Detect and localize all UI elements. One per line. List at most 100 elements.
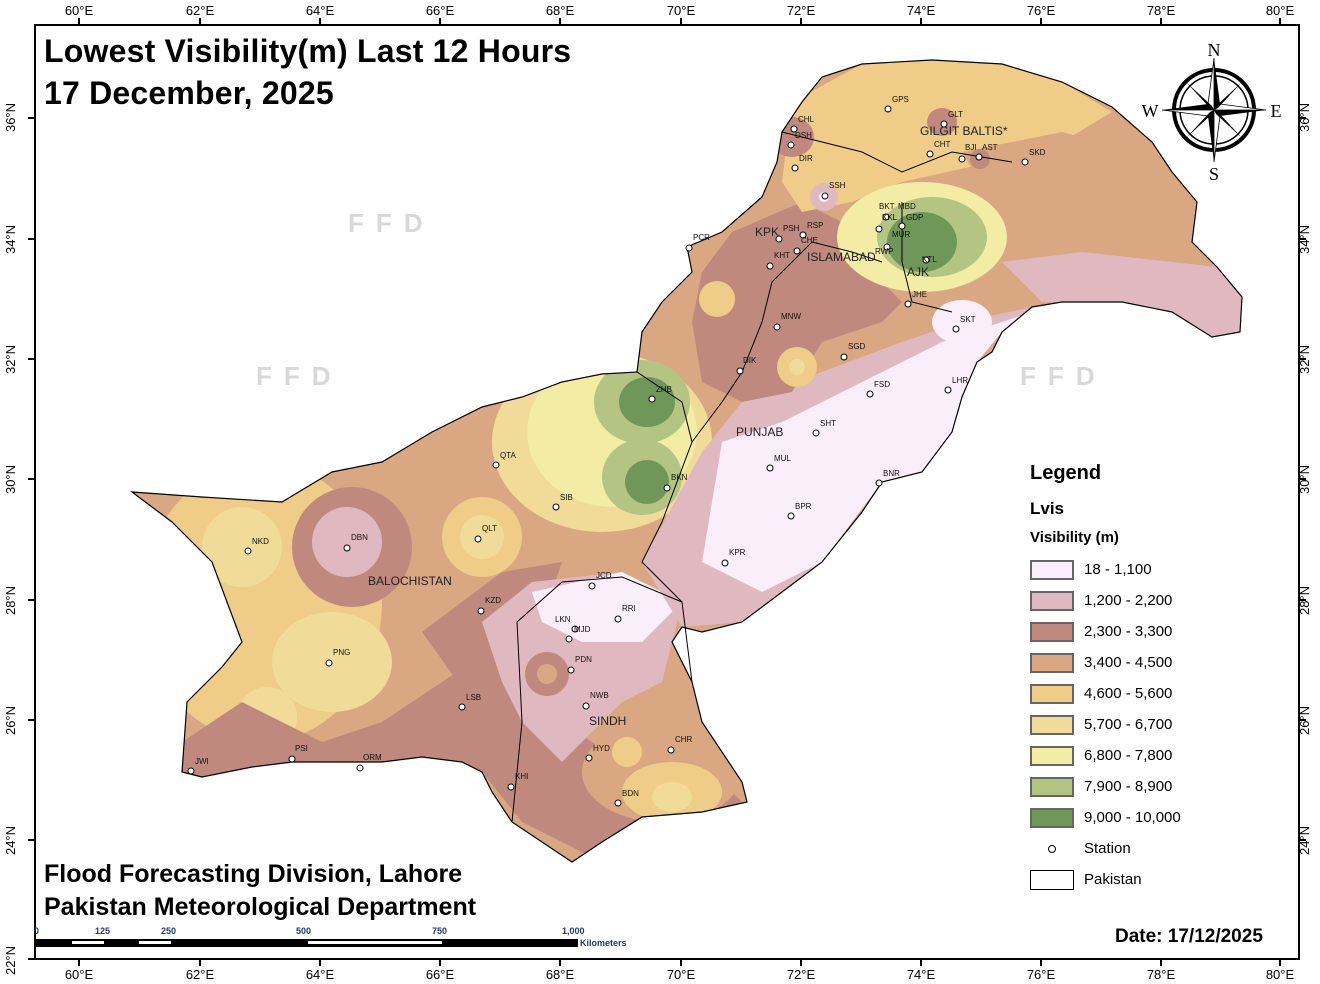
svg-text:MJD: MJD: [574, 625, 591, 634]
station-labels: CHL DSH DIR GPS GLT CHT BJI AST SKD SSH …: [195, 95, 1046, 798]
svg-text:QLT: QLT: [482, 524, 497, 533]
station-symbol-icon: [1030, 844, 1074, 853]
lon-tick: 60°E: [64, 3, 94, 18]
lon-tick: 72°E: [786, 967, 816, 982]
legend-swatch: [1030, 807, 1074, 828]
svg-text:NKD: NKD: [252, 537, 269, 546]
scale-bar: 0 125 250 500 750 1,000 Kilometers: [34, 926, 627, 948]
svg-text:SKT: SKT: [960, 315, 976, 324]
legend-station: Station: [1030, 833, 1290, 864]
svg-text:PSH: PSH: [783, 224, 800, 233]
legend-swatch: [1030, 590, 1074, 611]
svg-text:CHE: CHE: [801, 236, 818, 245]
map-frame: CHL DSH DIR GPS GLT CHT BJI AST SKD SSH …: [34, 24, 1300, 960]
svg-text:MNW: MNW: [781, 312, 801, 321]
credit-line-2: Pakistan Meteorological Department: [44, 893, 477, 921]
svg-text:MUL: MUL: [774, 454, 791, 463]
lat-tick: 36°N: [3, 102, 19, 133]
lon-tick: 70°E: [666, 967, 696, 982]
lon-tick: 62°E: [185, 967, 215, 982]
lon-tick: 66°E: [425, 967, 455, 982]
svg-text:ORM: ORM: [363, 753, 382, 762]
svg-text:BJI: BJI: [965, 143, 977, 152]
legend-class: 3,400 - 4,500: [1030, 647, 1290, 678]
scale-unit: Kilometers: [580, 938, 627, 948]
lon-tick: 80°E: [1265, 967, 1295, 982]
map-date: Date: 17/12/2025: [1115, 926, 1263, 947]
svg-text:ZHB: ZHB: [656, 385, 672, 394]
svg-text:RSP: RSP: [807, 221, 823, 230]
svg-text:DBN: DBN: [351, 533, 368, 542]
svg-text:KPR: KPR: [729, 548, 746, 557]
svg-text:SKD: SKD: [1029, 148, 1046, 157]
svg-text:PCR: PCR: [693, 233, 710, 242]
svg-text:MUR: MUR: [892, 230, 910, 239]
legend-class: 18 - 1,100: [1030, 554, 1290, 585]
legend-swatch: [1030, 683, 1074, 704]
svg-text:GDP: GDP: [906, 213, 923, 222]
svg-text:KTL: KTL: [922, 255, 937, 264]
svg-text:SGD: SGD: [848, 342, 866, 351]
svg-text:KHT: KHT: [774, 251, 790, 260]
visibility-map[interactable]: CHL DSH DIR GPS GLT CHT BJI AST SKD SSH …: [36, 26, 1300, 960]
lon-tick: 60°E: [64, 967, 94, 982]
svg-text:CHT: CHT: [934, 140, 951, 149]
svg-text:QTA: QTA: [500, 451, 517, 460]
svg-text:LSB: LSB: [466, 693, 481, 702]
legend-swatch: [1030, 745, 1074, 766]
map-title: Lowest Visibility(m) Last 12 Hours 17 De…: [44, 30, 571, 114]
svg-text:KPK: KPK: [755, 225, 779, 239]
svg-text:CHR: CHR: [675, 735, 693, 744]
legend: Legend Lvis Visibility (m) 18 - 1,100 1,…: [1030, 462, 1290, 895]
lon-tick: 62°E: [185, 3, 215, 18]
watermark: FFD: [348, 208, 435, 238]
svg-text:MBD: MBD: [898, 202, 916, 211]
legend-swatch: [1030, 652, 1074, 673]
legend-heading: Legend: [1030, 462, 1102, 484]
credit-line-1: Flood Forecasting Division, Lahore: [44, 860, 463, 888]
svg-text:SIB: SIB: [560, 493, 573, 502]
legend-class: 7,900 - 8,900: [1030, 771, 1290, 802]
lon-tick: 64°E: [305, 3, 335, 18]
svg-text:CHL: CHL: [798, 115, 815, 124]
legend-layer-name: Lvis: [1030, 499, 1065, 518]
legend-swatch: [1030, 714, 1074, 735]
svg-text:LHR: LHR: [952, 376, 968, 385]
lat-tick: 22°N: [3, 945, 19, 976]
svg-text:JCD: JCD: [596, 571, 612, 580]
svg-text:KHI: KHI: [515, 772, 528, 781]
lon-tick: 72°E: [786, 3, 816, 18]
lon-tick: 64°E: [305, 967, 335, 982]
svg-text:BKN: BKN: [671, 473, 688, 482]
legend-class: 2,300 - 3,300: [1030, 616, 1290, 647]
province-labels: GILGIT BALTIS* KPK ISLAMABAD AJK PUNJAB …: [368, 124, 1008, 728]
svg-text:RWP: RWP: [875, 247, 894, 256]
watermark: FFD: [1020, 361, 1107, 391]
lon-tick: 78°E: [1146, 3, 1176, 18]
lat-tick: 26°N: [3, 705, 19, 736]
lat-tick: 28°N: [3, 585, 19, 616]
compass-rose-icon: N S W E: [1142, 40, 1282, 184]
svg-text:BNR: BNR: [883, 469, 900, 478]
watermark: FFD: [256, 361, 343, 391]
svg-text:S: S: [1209, 164, 1219, 184]
svg-text:DIR: DIR: [799, 154, 813, 163]
legend-class: 6,800 - 7,800: [1030, 740, 1290, 771]
svg-text:PNG: PNG: [333, 648, 350, 657]
station-markers: [187, 105, 1029, 807]
credits: Flood Forecasting Division, Lahore Pakis…: [44, 858, 476, 924]
svg-text:JHE: JHE: [912, 290, 927, 299]
svg-text:E: E: [1271, 101, 1282, 121]
svg-text:DSH: DSH: [795, 131, 812, 140]
legend-class: 4,600 - 5,600: [1030, 678, 1290, 709]
legend-field-name: Visibility (m): [1030, 529, 1119, 546]
legend-class: 1,200 - 2,200: [1030, 585, 1290, 616]
svg-text:LKN: LKN: [555, 615, 571, 624]
svg-text:SHT: SHT: [820, 419, 836, 428]
lat-tick: 24°N: [3, 825, 19, 856]
svg-text:PUNJAB: PUNJAB: [736, 425, 783, 439]
legend-boundary: Pakistan: [1030, 864, 1290, 895]
svg-text:AST: AST: [982, 143, 998, 152]
lon-tick: 76°E: [1026, 967, 1056, 982]
svg-text:SINDH: SINDH: [589, 714, 626, 728]
